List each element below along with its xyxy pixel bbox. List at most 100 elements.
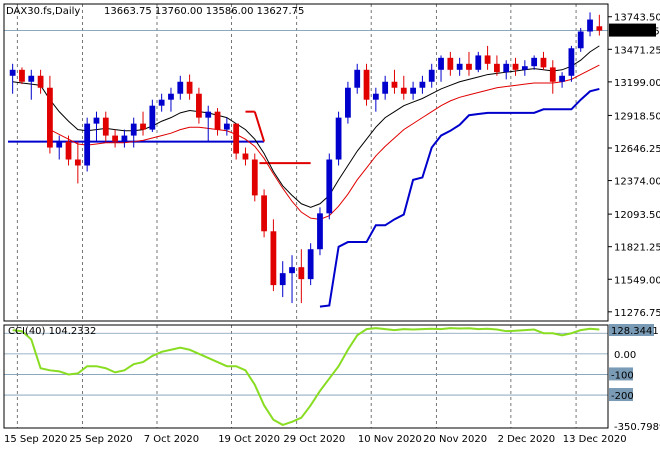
chart-header-symbol: DAX30.fs,Daily [6,6,80,17]
candle-body [521,66,528,70]
candle-body [19,69,25,82]
candle-body [503,63,510,73]
price-tick-label: 12918.50 [614,111,660,122]
cci-top-box [609,324,654,336]
candle-body [549,67,556,82]
x-tick-label: 10 Nov 2020 [358,434,422,445]
candle-body [540,57,547,68]
price-tick-label: 11549.00 [614,275,660,286]
candle-body [74,159,81,166]
candle-body [372,93,379,100]
candle-body [447,57,454,70]
candle-body [84,123,91,166]
candle-body [168,93,174,100]
candle-body [28,75,35,82]
candle-body [326,159,333,214]
supertrend-line [319,87,600,308]
candle-body [577,31,584,49]
candle-body [279,273,286,286]
candle-body [93,117,100,124]
candle-body [512,63,519,70]
candle-body [130,123,137,136]
cci-plot[interactable] [12,327,600,426]
candle-body [317,213,323,250]
candle-body [438,57,444,70]
cci-tick-label: -100 [611,370,634,381]
candle-body [121,135,128,142]
candle-body [382,81,389,94]
candle-body [112,135,118,142]
candle-body [56,141,63,148]
candle-body [354,69,361,88]
candle-body [475,55,482,70]
cci-frame [3,324,609,429]
candle-body [559,75,565,82]
candle-body [102,117,109,136]
chart-header-ohlc: 13663.75 13760.00 13586.00 13627.75 [104,6,304,17]
candle-body [466,63,472,70]
x-tick-label: 13 Dec 2020 [563,434,627,445]
cci-level-box [609,388,633,402]
candle-body [233,123,240,154]
axes: 13743.50 13471.25 13199.00 12918.50 12646.25… [3,3,660,445]
candle-body [345,87,351,118]
cci-tick-label: -200 [611,391,634,402]
candle-body [307,249,314,280]
cci-line [12,327,600,426]
candle-body [335,117,342,160]
x-tick-label: 19 Oct 2020 [218,434,280,445]
cci-top-label: 128.3441 [611,326,659,337]
price-tick-label: 13199.00 [614,78,660,89]
candle-body [251,159,258,196]
cci-label: CCI(40) 104.2332 [8,326,96,337]
x-tick-label: 2 Dec 2020 [498,434,556,445]
price-tick-label: 12093.50 [614,210,660,221]
candle-body [9,69,16,76]
candle-body [596,26,603,31]
candle-body [214,111,221,130]
candle-body [419,81,426,88]
price-tick-label: 11276.75 [614,308,660,319]
ema-fast-line [12,45,600,208]
ema-slow-line [49,64,600,220]
candle-body [391,81,398,88]
candle-body [149,105,156,130]
candle-body [270,231,277,286]
candle-body [223,123,230,130]
candle-body [298,267,305,280]
price-tick-label: 13471.25 [614,45,660,56]
price-tick-label: 11821.25 [614,243,660,254]
cci-tick-label: 0.00 [614,350,636,361]
candle-body [37,75,44,88]
x-tick-label: 25 Sep 2020 [69,434,132,445]
candle-body [587,19,593,32]
candle-body [140,123,146,130]
price-plot[interactable] [8,12,603,308]
price-tick-label: 13743.50 [614,13,660,24]
x-tick-label: 20 Nov 2020 [423,434,487,445]
current-price-label: 13627.75 [612,27,660,38]
candle-body [410,87,416,94]
cci-level-box [609,367,633,381]
current-price-box [609,23,656,37]
price-tick-label: 12646.25 [614,144,660,155]
candle-body [531,57,538,67]
candle-body [363,69,370,100]
x-tick-label: 7 Oct 2020 [144,434,199,445]
price-tick-label: 12374.00 [614,177,660,188]
cci-tick-label: -350.7989 [614,422,660,433]
x-tick-label: 15 Sep 2020 [4,434,67,445]
candle-body [65,141,72,160]
candle-body [568,48,575,76]
candle-body [494,63,500,73]
candle-body [261,195,267,232]
candle-body [158,99,165,106]
candle-body [196,93,202,118]
candle-body [47,87,53,148]
x-tick-label: 29 Oct 2020 [283,434,345,445]
candle-body [186,81,193,94]
candle-body [456,63,463,70]
candle-body [289,267,295,274]
